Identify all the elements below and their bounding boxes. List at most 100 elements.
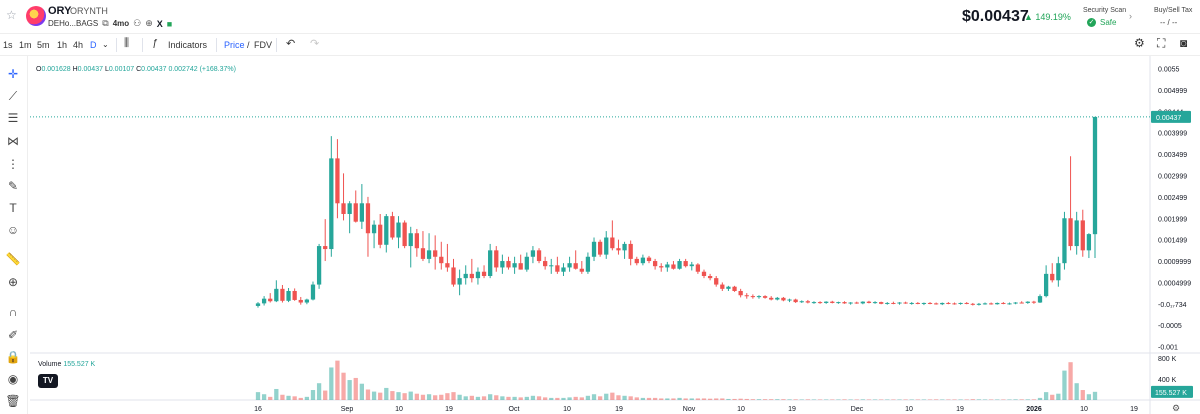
- indicators-button[interactable]: Indicators: [168, 40, 208, 50]
- volume-bar: [646, 397, 652, 400]
- interval-d[interactable]: D: [90, 40, 97, 50]
- interval-1h[interactable]: 1h: [57, 40, 68, 50]
- redo-icon[interactable]: ↷: [310, 38, 320, 50]
- brush-icon[interactable]: ✎: [7, 179, 19, 193]
- volume-bar: [579, 397, 584, 400]
- community-icon[interactable]: ⚇: [133, 18, 142, 28]
- change-value: 0.002742 (+168.37%): [168, 66, 236, 73]
- x-tick-label: 10: [563, 406, 571, 413]
- check-icon: ✓: [1087, 18, 1096, 27]
- candle-body: [1001, 302, 1006, 304]
- x-tick-label: 19: [615, 406, 623, 413]
- volume-bar: [1080, 390, 1085, 400]
- y-tick-label: 0.002999: [1158, 173, 1187, 180]
- volume-bar: [915, 399, 920, 400]
- ruler-icon[interactable]: 📏: [5, 252, 21, 266]
- volume-bar: [1025, 399, 1030, 400]
- candle-body: [298, 299, 303, 303]
- candle-body: [879, 302, 884, 304]
- chevron-down-icon[interactable]: ⌄: [102, 40, 109, 49]
- buy-sell-tax-value: -- / --: [1160, 18, 1178, 27]
- y-tick-label: -0.0005: [1158, 323, 1182, 330]
- fib-icon[interactable]: ⋮: [7, 157, 19, 171]
- text-icon[interactable]: T: [9, 201, 17, 215]
- lock-icon: ■: [166, 18, 173, 29]
- price-toggle[interactable]: Price: [224, 40, 245, 50]
- fdv-toggle[interactable]: FDV: [254, 40, 272, 50]
- candle-body: [420, 248, 426, 259]
- magnet-icon[interactable]: ∩: [8, 305, 18, 319]
- trash-icon[interactable]: 🗑: [5, 394, 21, 408]
- volume-legend: Volume 155.527 K: [38, 361, 95, 368]
- candle-body: [1019, 302, 1024, 304]
- pattern-icon[interactable]: ⋈: [7, 134, 19, 148]
- candle-body: [359, 203, 364, 222]
- volume-bar: [952, 399, 957, 400]
- star-icon[interactable]: ☆: [6, 8, 17, 22]
- candle-body: [824, 301, 829, 303]
- candle-body: [652, 261, 658, 267]
- volume-bar: [555, 397, 560, 400]
- candle-body: [903, 302, 908, 304]
- copy-icon[interactable]: ⧉: [102, 18, 109, 28]
- chevron-right-icon[interactable]: ›: [1129, 11, 1132, 21]
- volume-bar: [1062, 370, 1067, 400]
- volume-bar: [616, 395, 621, 400]
- x-icon[interactable]: X: [156, 18, 163, 29]
- horizontal-lines-icon[interactable]: ☰: [7, 111, 19, 125]
- y-tick-label: 0.003499: [1158, 152, 1187, 159]
- candle-body: [726, 286, 731, 289]
- crosshair-icon[interactable]: ✛: [7, 67, 19, 81]
- low-label: L: [104, 66, 109, 73]
- settings-icon[interactable]: ⚙: [1134, 36, 1145, 50]
- candle-body: [946, 302, 951, 304]
- candle-body: [323, 246, 328, 250]
- undo-icon[interactable]: ↶: [286, 38, 296, 50]
- globe-icon[interactable]: ⊕: [145, 18, 153, 28]
- volume-bar: [481, 396, 487, 400]
- zoom-in-icon[interactable]: ⊕: [7, 275, 19, 289]
- candle-body: [549, 265, 554, 267]
- volume-bar: [396, 392, 401, 400]
- candle-body: [738, 290, 743, 296]
- candle-body: [1043, 273, 1049, 297]
- volume-bar: [433, 395, 438, 400]
- candle-body: [982, 303, 988, 305]
- volume-bar: [897, 399, 902, 400]
- candle-body: [451, 267, 456, 285]
- interval-4h[interactable]: 4h: [73, 40, 84, 50]
- fullscreen-icon[interactable]: ⛶: [1157, 36, 1166, 50]
- contract-address[interactable]: DEHo...BAGS: [48, 19, 99, 28]
- indicators-icon[interactable]: ƒ: [152, 38, 158, 49]
- volume-bar: [677, 397, 682, 400]
- volume-value: 155.527 K: [63, 361, 96, 368]
- candle-body: [952, 303, 957, 305]
- toggle-slash: /: [247, 40, 250, 50]
- x-tick-label: 2026: [1026, 406, 1042, 413]
- candle-body: [439, 256, 444, 264]
- eye-icon[interactable]: ◉: [7, 372, 19, 386]
- volume-bar: [561, 397, 566, 400]
- volume-bar: [726, 398, 731, 400]
- candle-body: [463, 273, 468, 279]
- emoji-icon[interactable]: ☺: [6, 223, 20, 237]
- pencil-lock-icon[interactable]: ✐: [7, 328, 19, 342]
- interval-1m[interactable]: 1m: [19, 40, 32, 50]
- security-scan-label[interactable]: Security Scan: [1083, 7, 1127, 14]
- token-meta-row: DEHo...BAGS ⧉ 4mo ⚇ ⊕ X ■: [48, 18, 172, 29]
- trend-line-icon[interactable]: ⟋: [8, 89, 18, 103]
- tradingview-logo[interactable]: TV: [38, 374, 58, 388]
- volume-bar: [781, 399, 786, 400]
- lock-drawings-icon[interactable]: 🔒: [5, 350, 21, 364]
- volume-bar: [885, 399, 890, 400]
- volume-bar: [341, 372, 346, 400]
- candle-body: [775, 297, 780, 300]
- token-age: 4mo: [112, 19, 130, 28]
- close-value: 0.00437: [141, 66, 167, 73]
- camera-icon[interactable]: ◙: [1180, 36, 1188, 50]
- candle-type-icon[interactable]: ⫼: [124, 37, 130, 49]
- interval-5m[interactable]: 5m: [37, 40, 50, 50]
- interval-1s[interactable]: 1s: [3, 40, 13, 50]
- candle-body: [310, 284, 316, 300]
